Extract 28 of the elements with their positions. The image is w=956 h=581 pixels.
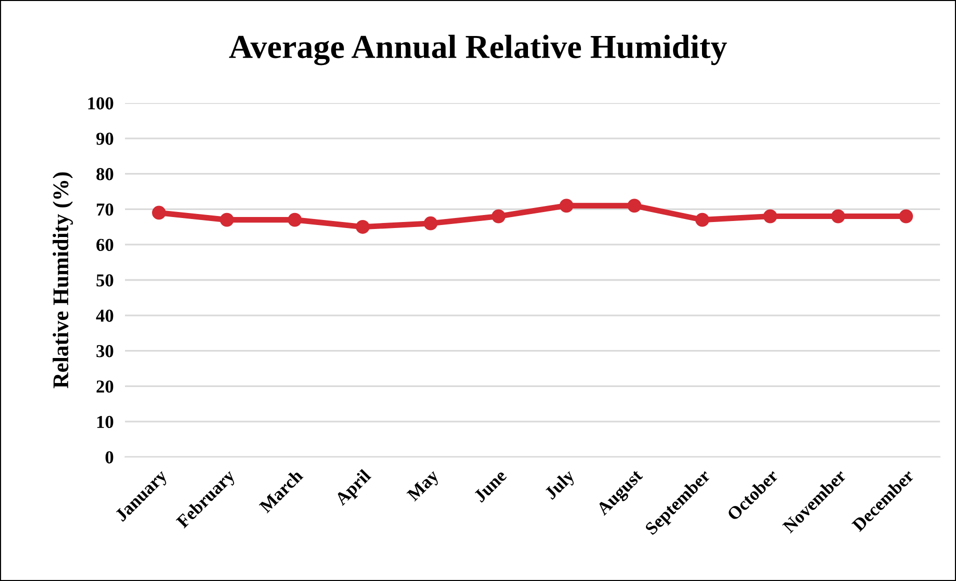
x-tick-label: May xyxy=(406,468,442,504)
point xyxy=(763,209,778,224)
y-tick-label: 60 xyxy=(96,238,114,252)
point xyxy=(831,209,846,224)
y-tick-label: 20 xyxy=(96,380,114,393)
y-tick-label: 90 xyxy=(96,132,114,145)
y-axis-title: Relative Humidity (%) xyxy=(52,172,73,388)
y-tick-label: 80 xyxy=(96,168,114,180)
point xyxy=(627,198,642,213)
point xyxy=(152,206,166,220)
x-tick-label: July xyxy=(544,468,578,503)
y-tick-label: 30 xyxy=(96,345,114,358)
point xyxy=(560,198,574,213)
y-tick-label: 70 xyxy=(96,203,114,216)
point xyxy=(220,212,234,227)
x-tick-label: June xyxy=(473,468,508,503)
point xyxy=(899,209,913,224)
point xyxy=(695,212,710,227)
point xyxy=(288,212,302,227)
y-tick-label: 50 xyxy=(96,274,114,286)
y-tick-label: 10 xyxy=(97,416,114,428)
y-tick-label: 100 xyxy=(88,97,114,110)
chart-title: Average Annual Relative Humidity xyxy=(229,34,727,66)
y-tick-label: 0 xyxy=(106,451,114,464)
y-tick-label: 40 xyxy=(96,310,114,322)
point xyxy=(492,209,506,224)
point xyxy=(356,220,370,234)
point xyxy=(424,216,438,230)
